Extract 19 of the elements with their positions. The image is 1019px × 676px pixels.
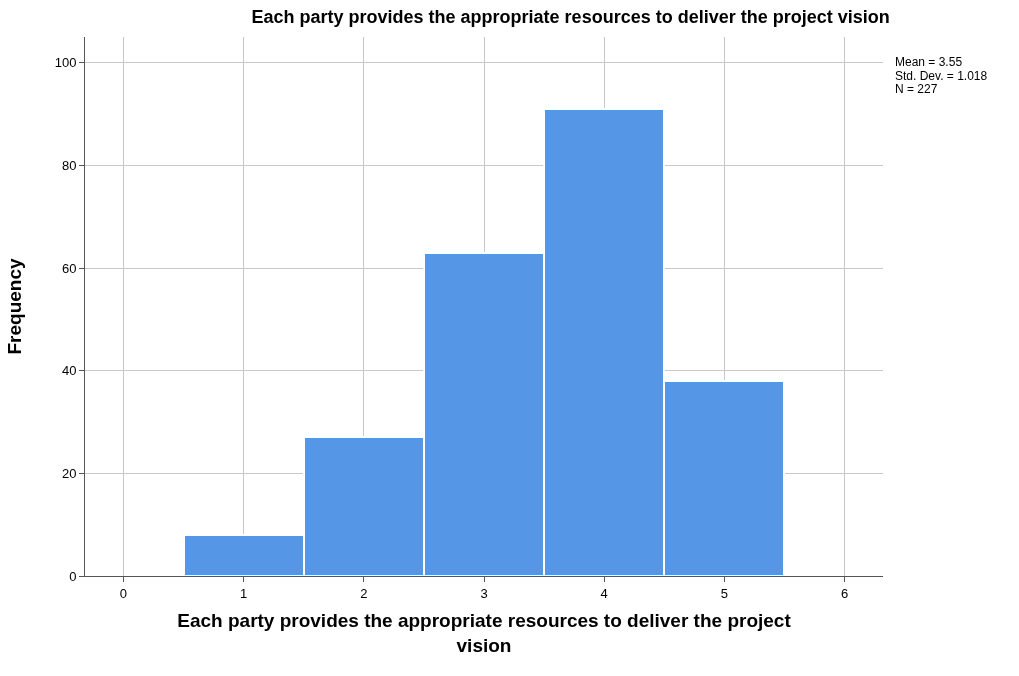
x-axis-title: Each party provides the appropriate resources to deliver the project vision: [177, 610, 792, 657]
y-tick-label: 0: [69, 568, 77, 584]
y-tick-label: 40: [61, 363, 77, 379]
y-tick-label: 20: [61, 465, 77, 481]
text: N = 227: [895, 82, 938, 96]
x-tick-label: 4: [600, 585, 608, 601]
chart-title: Each party provides the appropriate resources to deliver the project vision: [251, 6, 890, 27]
y-axis-title: Frequency: [3, 258, 25, 355]
x-tick-label: 1: [240, 585, 248, 601]
y-tick-label: 100: [54, 55, 77, 71]
text: Mean = 3.55: [895, 55, 963, 69]
x-tick-label: 0: [119, 585, 128, 601]
y-tick-label: 80: [61, 157, 77, 173]
x-tick-label: 2: [360, 585, 368, 601]
text: Std. Dev. = 1.018: [895, 69, 988, 83]
y-tick-label: 60: [61, 260, 77, 276]
x-tick-label: 3: [480, 585, 488, 601]
x-tick-label: 6: [840, 585, 849, 601]
x-tick-label: 5: [720, 585, 728, 601]
